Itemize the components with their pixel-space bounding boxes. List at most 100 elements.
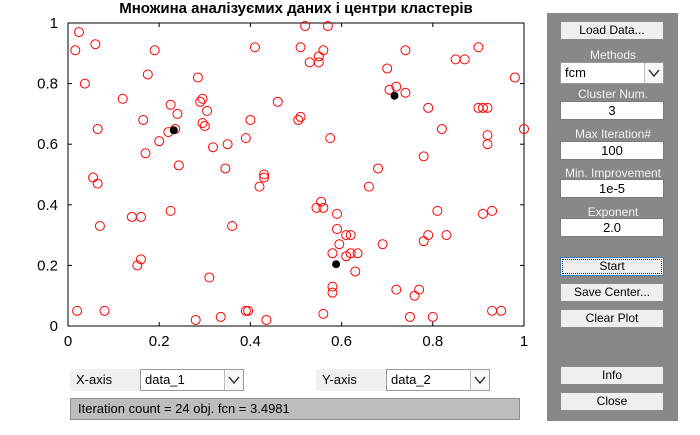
cluster-centers	[169, 91, 399, 269]
data-point	[391, 81, 402, 92]
data-point	[117, 93, 128, 104]
data-point	[400, 87, 411, 98]
x-tick-label: 0.2	[149, 333, 170, 350]
data-point	[135, 254, 146, 265]
data-point	[327, 287, 338, 298]
data-point	[409, 290, 420, 301]
data-point	[165, 205, 176, 216]
data-point	[384, 84, 395, 95]
data-point	[436, 124, 447, 135]
data-point	[352, 248, 363, 259]
data-point	[459, 54, 470, 65]
exponent-field[interactable]: 2.0	[560, 218, 664, 237]
data-point	[441, 230, 452, 241]
x-tick-label: 0	[64, 333, 72, 350]
chevron-down-icon	[224, 370, 243, 390]
data-point	[373, 163, 384, 174]
data-point	[334, 239, 345, 250]
y-tick-label: 0.6	[37, 136, 58, 153]
data-point	[92, 124, 103, 135]
data-point	[391, 284, 402, 295]
x-tick-label: 0.4	[240, 333, 261, 350]
cluster-center	[332, 260, 341, 269]
data-point	[132, 260, 143, 271]
y-tick-label: 0	[50, 318, 58, 335]
data-point	[202, 105, 213, 116]
data-point	[190, 314, 201, 325]
min-improvement-label: Min. Improvement	[564, 166, 662, 180]
chevron-down-icon	[470, 370, 489, 390]
data-point	[208, 142, 219, 153]
data-point	[90, 39, 101, 50]
x-tick-label: 0.8	[422, 333, 443, 350]
data-point	[249, 42, 260, 53]
data-point	[377, 239, 388, 250]
max-iteration-field[interactable]: 100	[560, 141, 664, 160]
cluster-num-field[interactable]: 3	[560, 101, 664, 120]
load-data-button[interactable]: Load Data...	[560, 21, 664, 40]
close-button[interactable]: Close	[560, 392, 664, 411]
chevron-down-icon	[644, 63, 663, 83]
data-point	[477, 102, 488, 113]
data-point	[172, 108, 183, 119]
y-tick-label: 0.8	[37, 76, 58, 93]
info-button[interactable]: Info	[560, 366, 664, 385]
data-point	[318, 202, 329, 213]
data-point	[165, 99, 176, 110]
data-point	[259, 169, 270, 180]
cluster-center	[390, 91, 399, 100]
data-point	[325, 133, 336, 144]
data-point	[243, 305, 254, 316]
data-point	[215, 311, 226, 322]
data-point	[382, 63, 393, 74]
data-point	[295, 42, 306, 53]
min-improvement-field[interactable]: 1e-5	[560, 179, 664, 198]
start-button[interactable]: Start	[560, 257, 664, 276]
data-point	[245, 114, 256, 125]
data-point	[88, 172, 99, 183]
data-point	[487, 205, 498, 216]
data-point	[192, 72, 203, 83]
data-point	[332, 224, 343, 235]
data-point	[197, 117, 208, 128]
data-point	[482, 139, 493, 150]
data-point	[322, 21, 333, 32]
x-axis-select[interactable]: data_1	[140, 369, 244, 391]
methods-label: Methods	[589, 48, 637, 62]
data-point	[140, 148, 151, 159]
data-point	[418, 151, 429, 162]
cluster-num-label: Cluster Num.	[577, 87, 648, 101]
cluster-center	[169, 126, 178, 135]
data-point	[138, 114, 149, 125]
x-axis-select-label: X-axis	[70, 369, 140, 391]
data-point	[427, 311, 438, 322]
method-select[interactable]: fcm	[560, 62, 664, 84]
y-tick-label: 0.2	[37, 257, 58, 274]
clear-plot-button[interactable]: Clear Plot	[560, 309, 664, 328]
data-point	[318, 308, 329, 319]
data-point	[345, 230, 356, 241]
data-point	[345, 248, 356, 259]
y-axis-select[interactable]: data_2	[386, 369, 490, 391]
save-center-button[interactable]: Save Center...	[560, 283, 664, 302]
data-point	[350, 266, 361, 277]
data-point	[173, 160, 184, 171]
data-point	[482, 102, 493, 113]
data-point	[272, 96, 283, 107]
data-point	[363, 181, 374, 192]
max-iteration-label: Max Iteration#	[574, 127, 652, 141]
x-axis-select-value: data_1	[145, 372, 185, 387]
data-point	[259, 172, 270, 183]
data-point	[477, 208, 488, 219]
data-point	[400, 45, 411, 56]
data-point	[254, 181, 265, 192]
data-point	[222, 139, 233, 150]
exponent-label: Exponent	[587, 205, 639, 219]
data-point	[126, 211, 137, 222]
data-points	[70, 21, 529, 325]
data-point	[293, 114, 304, 125]
x-tick-label: 1	[520, 333, 528, 350]
axis-tick-labels: 0 0.2 0.4 0.6 0.8 1 0 0.2 0.4 0.6 0.8 1	[37, 15, 528, 350]
data-point	[313, 57, 324, 68]
scatter-plot: 0 0.2 0.4 0.6 0.8 1 0 0.2 0.4 0.6 0.8 1	[37, 15, 529, 350]
